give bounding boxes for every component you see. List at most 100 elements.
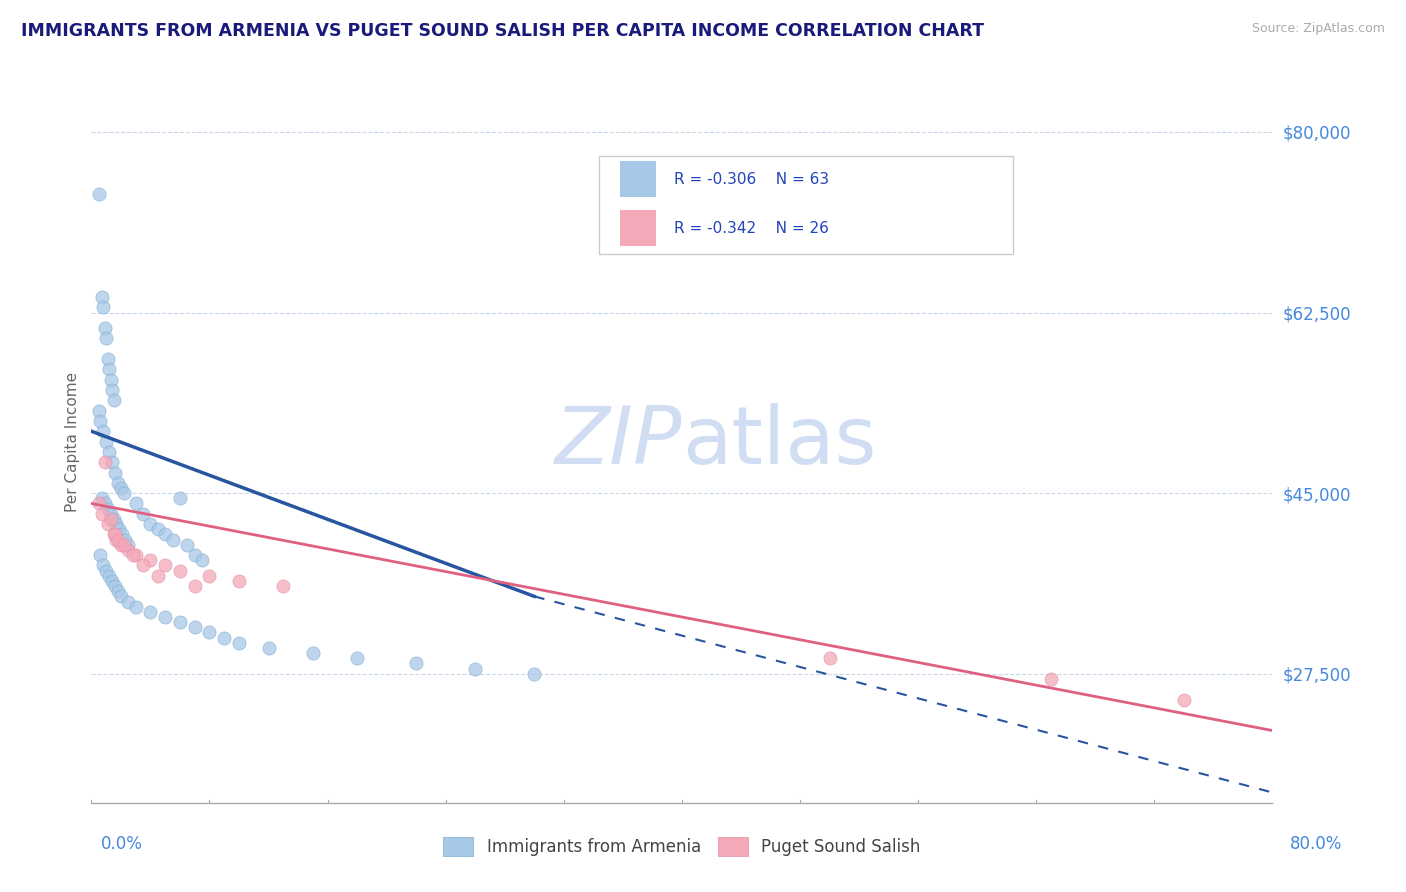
Point [124,496,148,510]
Text: Source: ZipAtlas.com: Source: ZipAtlas.com [1251,22,1385,36]
Point [153,527,177,541]
Point [96,434,118,449]
Point [346,651,368,665]
Point [132,558,155,573]
Point [464,662,486,676]
Point [153,558,177,573]
Point [124,599,148,614]
Point [169,615,191,630]
Point [87,496,110,510]
Point [176,538,198,552]
Point [112,486,135,500]
Point [108,522,131,536]
FancyBboxPatch shape [599,156,1012,253]
Point [257,640,280,655]
Point [198,568,221,582]
Point [91,558,114,573]
Point [146,522,169,536]
Point [97,501,120,516]
Point [228,574,250,588]
Point [100,373,122,387]
Point [1040,672,1063,686]
Text: IMMIGRANTS FROM ARMENIA VS PUGET SOUND SALISH PER CAPITA INCOME CORRELATION CHAR: IMMIGRANTS FROM ARMENIA VS PUGET SOUND S… [21,22,984,40]
Point [273,579,295,593]
Point [91,301,114,315]
Legend: Immigrants from Armenia, Puget Sound Salish: Immigrants from Armenia, Puget Sound Sal… [437,830,927,863]
Point [162,533,184,547]
Point [1173,692,1195,706]
Text: R = -0.306    N = 63: R = -0.306 N = 63 [673,172,828,186]
Point [89,548,111,562]
Point [100,507,122,521]
Point [96,331,118,345]
Point [139,553,162,567]
Point [198,625,221,640]
Point [132,507,155,521]
Point [169,564,191,578]
Point [139,605,162,619]
Point [90,507,112,521]
Point [153,610,177,624]
Point [818,651,841,665]
Point [405,657,427,671]
Point [183,579,207,593]
Point [103,393,125,408]
Point [103,527,125,541]
Point [98,362,121,376]
Point [104,466,127,480]
Point [98,568,121,582]
Y-axis label: Per Capita Income: Per Capita Income [65,371,80,512]
Point [96,564,118,578]
Point [301,646,323,660]
Point [228,636,250,650]
Point [101,455,124,469]
Point [110,590,132,604]
Point [87,403,110,417]
Point [110,481,132,495]
FancyBboxPatch shape [620,211,657,246]
Point [93,321,115,335]
Point [124,548,148,562]
Point [117,538,139,552]
Point [117,542,139,557]
Point [139,517,162,532]
Point [110,538,132,552]
Point [112,538,135,552]
Text: 80.0%: 80.0% [1291,835,1343,853]
Point [183,620,207,634]
Point [146,568,169,582]
Point [98,445,121,459]
Point [169,491,191,506]
Point [101,574,124,588]
Point [90,290,112,304]
Point [101,383,124,397]
Point [100,512,122,526]
Point [523,666,546,681]
Point [87,186,110,201]
Point [93,496,115,510]
Point [104,579,127,593]
Point [107,475,129,490]
Point [111,527,134,541]
Point [91,424,114,438]
Point [103,512,125,526]
FancyBboxPatch shape [620,161,657,197]
Text: atlas: atlas [682,402,876,481]
Point [105,533,128,547]
Point [191,553,214,567]
Point [214,631,236,645]
Point [121,548,143,562]
Point [93,455,115,469]
Point [89,414,111,428]
Text: ZIP: ZIP [554,402,682,481]
Point [107,533,129,547]
Point [107,584,129,599]
Text: 0.0%: 0.0% [101,835,143,853]
Point [114,533,136,547]
Point [183,548,207,562]
Point [97,351,120,366]
Point [105,517,128,532]
Point [104,527,127,541]
Point [117,594,139,608]
Point [97,517,120,532]
